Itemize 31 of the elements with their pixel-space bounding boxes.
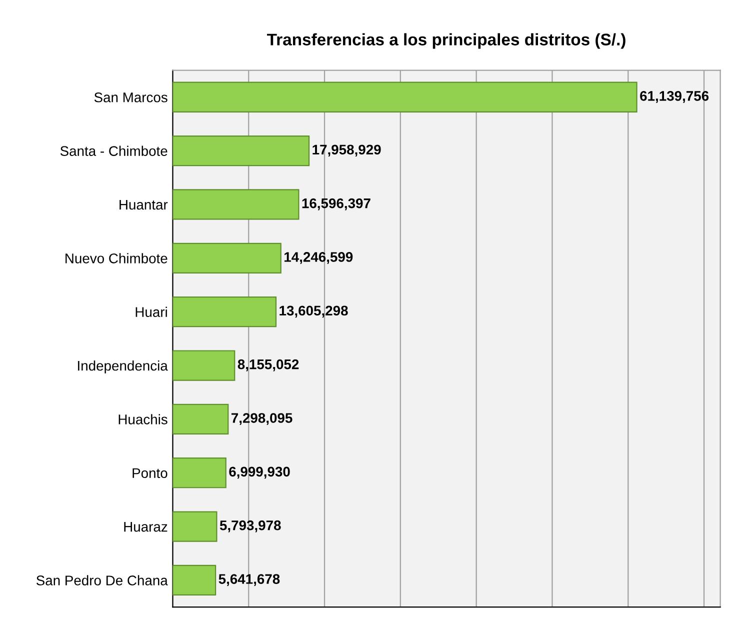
data-label: 5,793,978 xyxy=(220,520,281,532)
data-label: 6,999,930 xyxy=(229,466,290,479)
data-label: 17,958,929 xyxy=(312,144,381,157)
bar xyxy=(172,135,310,166)
y-tick-label: Nuevo Chimbote xyxy=(66,253,168,264)
y-tick-label: Independencia xyxy=(78,360,168,374)
data-label: 16,596,397 xyxy=(302,198,370,210)
y-tick-label: Huari xyxy=(136,306,167,317)
bar xyxy=(172,296,277,328)
y-tick-label: Ponto xyxy=(132,468,168,478)
y-tick-label: Huaraz xyxy=(124,522,168,532)
data-label: 5,641,678 xyxy=(218,574,280,586)
bar xyxy=(172,404,229,434)
data-label: 7,298,095 xyxy=(231,413,292,425)
data-label: 61,139,756 xyxy=(640,91,709,103)
y-tick-label: San Pedro De Chana xyxy=(36,575,168,586)
y-tick-label: Huantar xyxy=(120,200,168,210)
y-tick-label: Huachis xyxy=(118,414,168,424)
y-tick-label: San Marcos xyxy=(94,92,168,102)
data-label: 8,155,052 xyxy=(238,359,299,372)
bar xyxy=(172,350,236,381)
y-tick-label: Santa - Chimbote xyxy=(60,146,168,156)
bar xyxy=(172,242,282,274)
bar xyxy=(172,564,216,596)
bar xyxy=(172,189,300,220)
chart-title: Transferencias a los principales distritos (S/.) xyxy=(267,33,626,49)
bar xyxy=(172,82,638,112)
bar xyxy=(172,458,226,488)
data-label: 14,246,599 xyxy=(284,252,353,264)
data-label: 13,605,298 xyxy=(280,306,348,318)
bar xyxy=(172,511,218,542)
